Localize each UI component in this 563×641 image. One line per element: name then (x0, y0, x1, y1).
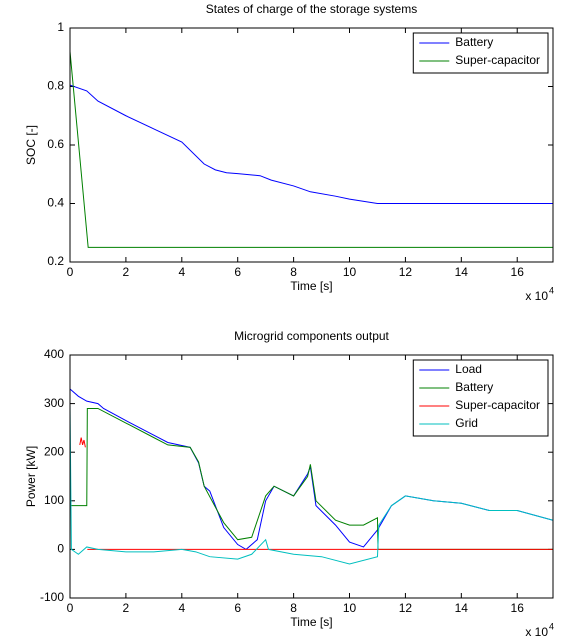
y-axis-label: Power [kW] (24, 446, 38, 507)
x-tick-label: 6 (234, 601, 241, 615)
x-tick-label: 4 (178, 601, 185, 615)
y-tick-label: 0.4 (47, 196, 64, 210)
series-line (70, 403, 553, 565)
series-line (70, 51, 553, 248)
y-tick-label: 300 (44, 396, 64, 410)
series-line (79, 437, 553, 550)
legend: Battery Super-capacitor (412, 32, 549, 74)
x-tick-label: 14 (455, 601, 469, 615)
chart-title: States of charge of the storage systems (206, 2, 417, 16)
x-tick-label: 0 (67, 601, 74, 615)
x-tick-label: 16 (511, 601, 525, 615)
x-tick-label: 16 (511, 265, 525, 279)
legend-box (412, 32, 549, 74)
y-tick-label: 1 (57, 20, 64, 34)
y-tick-label: 0.6 (47, 137, 64, 151)
x-tick-label: 2 (123, 601, 130, 615)
y-tick-label: 200 (44, 444, 64, 458)
legend-label: Super-capacitor (455, 398, 540, 412)
y-tick-label: 100 (44, 493, 64, 507)
legend-label: Battery (455, 35, 493, 49)
x-tick-label: 10 (343, 601, 357, 615)
series-line (70, 407, 553, 550)
y-tick-label: 0.2 (47, 254, 64, 268)
x-tick-label: 14 (455, 265, 469, 279)
x-tick-label: 12 (399, 601, 413, 615)
x-tick-label: 8 (290, 265, 297, 279)
axes-box (69, 27, 554, 263)
x-axis-label: Time [s] (290, 279, 332, 293)
y-tick-label: -100 (40, 590, 64, 604)
y-tick-label: 400 (44, 347, 64, 361)
series-line (70, 84, 553, 204)
x-axis-label: Time [s] (290, 615, 332, 629)
x-multiplier-exponent: 4 (549, 285, 554, 295)
x-multiplier-exponent: 4 (549, 621, 554, 631)
legend-label: Load (455, 362, 482, 376)
y-axis-label: SOC [-] (24, 125, 38, 165)
x-tick-label: 4 (178, 265, 185, 279)
x-tick-label: 2 (123, 265, 130, 279)
x-tick-label: 8 (290, 601, 297, 615)
y-tick-label: 0 (57, 542, 64, 556)
x-multiplier: x 10 (525, 289, 548, 303)
x-tick-label: 10 (343, 265, 357, 279)
legend-label: Battery (455, 380, 493, 394)
y-tick-label: 0.8 (47, 79, 64, 93)
x-tick-label: 12 (399, 265, 413, 279)
x-multiplier: x 10 (525, 625, 548, 636)
chart-title: Microgrid components output (234, 329, 389, 343)
x-tick-label: 0 (67, 265, 74, 279)
legend-label: Super-capacitor (455, 53, 540, 67)
axes-box (69, 354, 554, 599)
legend-label: Grid (455, 416, 478, 430)
legend: Load Battery Super-capacitor Grid (412, 359, 549, 437)
legend-box (412, 359, 549, 437)
x-tick-label: 6 (234, 265, 241, 279)
